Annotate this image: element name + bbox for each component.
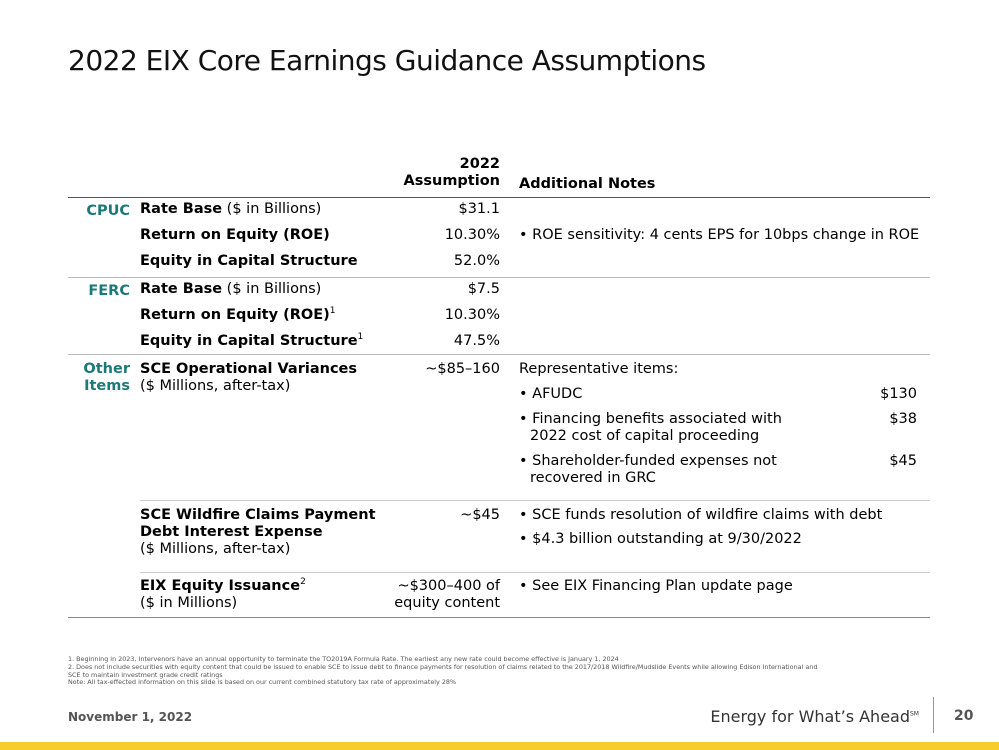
row-value: 10.30% <box>444 307 500 323</box>
row-label: Rate Base ($ in Billions) <box>140 281 322 297</box>
row-value: ~$300–400 of equity content <box>394 578 500 611</box>
table-row: Equity in Capital Structure 52.0% <box>68 250 930 276</box>
row-label: Rate Base ($ in Billions) <box>140 201 322 217</box>
row-note: • ROE sensitivity: 4 cents EPS for 10bps… <box>519 227 920 243</box>
row-value: 47.5% <box>453 333 500 349</box>
footer-tagline: Energy for What’s AheadSM <box>710 707 919 726</box>
section-ferc: FERC Rate Base ($ in Billions) $7.5 Retu… <box>68 278 930 355</box>
table-row: Rate Base ($ in Billions) $7.5 <box>68 278 930 304</box>
row-value: $31.1 <box>458 201 500 217</box>
footnotes: 1. Beginning in 2023, Intervenors have a… <box>68 655 938 687</box>
page-number: 20 <box>954 708 974 724</box>
footnote-1: 1. Beginning in 2023, Intervenors have a… <box>68 655 619 663</box>
row-label: SCE Wildfire Claims Payment Debt Interes… <box>140 507 376 557</box>
page-title: 2022 EIX Core Earnings Guidance Assumpti… <box>68 44 706 77</box>
row-label: SCE Operational Variances ($ Millions, a… <box>140 361 358 394</box>
list-item: • Shareholder-funded expenses not recove… <box>519 453 777 486</box>
list-item-amount: $130 <box>880 386 917 402</box>
brand-bar <box>0 742 999 750</box>
row-value: ~$85–160 <box>425 361 500 377</box>
row-note: • See EIX Financing Plan update page <box>519 578 793 594</box>
divider <box>140 572 930 573</box>
section-other-items: Other Items SCE Operational Variances ($… <box>68 355 930 618</box>
header-year: 2022 <box>459 156 500 172</box>
row-value: ~$45 <box>460 507 500 523</box>
row-label: Return on Equity (ROE)1 <box>140 306 336 323</box>
row-value: 52.0% <box>453 253 500 269</box>
table-row: Return on Equity (ROE) 10.30% • ROE sens… <box>68 224 930 250</box>
wildfire-block: SCE Wildfire Claims Payment Debt Interes… <box>68 500 930 572</box>
footer-date: November 1, 2022 <box>68 710 193 724</box>
row-label: EIX Equity Issuance2 ($ in Millions) <box>140 577 306 611</box>
footnote-2: 2. Does not include securities with equi… <box>68 662 818 671</box>
header-assumption: Assumption <box>403 173 500 189</box>
row-value: 10.30% <box>444 227 500 243</box>
footer-divider <box>933 697 934 733</box>
row-label: Equity in Capital Structure <box>140 253 358 269</box>
equity-issuance-block: EIX Equity Issuance2 ($ in Millions) ~$3… <box>68 572 930 618</box>
guidance-table: 2022 Assumption Additional Notes CPUC Ra… <box>68 150 930 618</box>
row-note: • $4.3 billion outstanding at 9/30/2022 <box>519 531 802 547</box>
assumption-column-header: 2022 Assumption <box>404 156 500 190</box>
ops-variances-block: SCE Operational Variances ($ Millions, a… <box>68 355 930 500</box>
list-item: • AFUDC <box>519 386 583 402</box>
table-header: 2022 Assumption Additional Notes <box>68 150 930 198</box>
list-item-amount: $38 <box>889 411 917 427</box>
table-row: Return on Equity (ROE)1 10.30% <box>68 304 930 330</box>
section-label-cpuc: CPUC <box>86 203 130 219</box>
footnote-2-cont: SCE to maintain investment grade credit … <box>68 670 223 679</box>
section-label-other: Other Items <box>83 361 130 394</box>
row-label: Return on Equity (ROE) <box>140 227 330 243</box>
divider <box>140 500 930 501</box>
ops-intro: Representative items: <box>519 361 679 377</box>
table-row: Rate Base ($ in Billions) $31.1 <box>68 198 930 224</box>
row-label: Equity in Capital Structure1 <box>140 332 364 349</box>
notes-column-header: Additional Notes <box>519 176 656 192</box>
row-value: $7.5 <box>467 281 500 297</box>
list-item-amount: $45 <box>889 453 917 469</box>
table-row: Equity in Capital Structure1 47.5% <box>68 330 930 356</box>
row-note: • SCE funds resolution of wildfire claim… <box>519 507 883 523</box>
section-cpuc: CPUC Rate Base ($ in Billions) $31.1 Ret… <box>68 198 930 278</box>
footnote-note: Note: All tax-effected information on th… <box>68 678 457 687</box>
section-label-ferc: FERC <box>88 283 130 299</box>
list-item: • Financing benefits associated with 202… <box>519 411 782 444</box>
